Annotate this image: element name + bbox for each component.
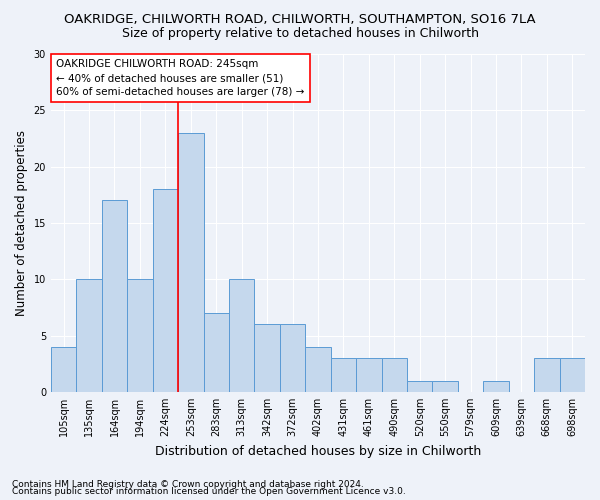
Bar xyxy=(560,358,585,392)
Bar xyxy=(382,358,407,392)
Bar xyxy=(331,358,356,392)
Bar xyxy=(51,347,76,392)
Bar xyxy=(76,280,102,392)
Bar xyxy=(178,133,203,392)
Text: OAKRIDGE CHILWORTH ROAD: 245sqm
← 40% of detached houses are smaller (51)
60% of: OAKRIDGE CHILWORTH ROAD: 245sqm ← 40% of… xyxy=(56,59,305,97)
Bar xyxy=(203,313,229,392)
Bar xyxy=(280,324,305,392)
Bar xyxy=(407,380,433,392)
Bar xyxy=(433,380,458,392)
X-axis label: Distribution of detached houses by size in Chilworth: Distribution of detached houses by size … xyxy=(155,444,481,458)
Text: OAKRIDGE, CHILWORTH ROAD, CHILWORTH, SOUTHAMPTON, SO16 7LA: OAKRIDGE, CHILWORTH ROAD, CHILWORTH, SOU… xyxy=(64,12,536,26)
Bar xyxy=(534,358,560,392)
Y-axis label: Number of detached properties: Number of detached properties xyxy=(15,130,28,316)
Bar xyxy=(229,280,254,392)
Bar xyxy=(305,347,331,392)
Bar xyxy=(102,200,127,392)
Bar xyxy=(483,380,509,392)
Bar xyxy=(152,189,178,392)
Text: Contains public sector information licensed under the Open Government Licence v3: Contains public sector information licen… xyxy=(12,487,406,496)
Text: Size of property relative to detached houses in Chilworth: Size of property relative to detached ho… xyxy=(121,28,479,40)
Bar xyxy=(127,280,152,392)
Text: Contains HM Land Registry data © Crown copyright and database right 2024.: Contains HM Land Registry data © Crown c… xyxy=(12,480,364,489)
Bar xyxy=(356,358,382,392)
Bar xyxy=(254,324,280,392)
